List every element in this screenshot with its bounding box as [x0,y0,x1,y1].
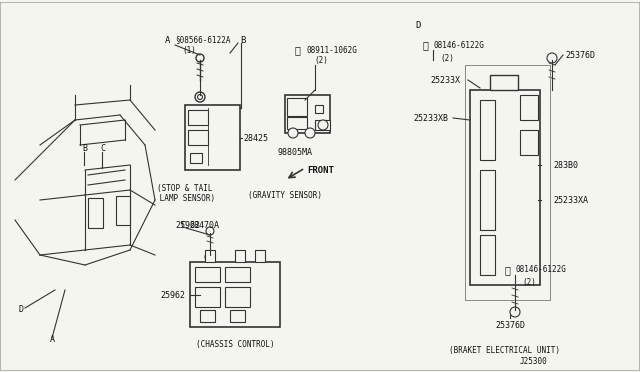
Bar [190,153,202,163]
Circle shape [195,92,205,102]
Bar [200,310,215,322]
Bar [225,287,250,307]
Text: (2): (2) [440,54,454,62]
Bar [480,170,495,230]
Text: A: A [165,35,170,45]
Bar [287,117,307,129]
Text: 08911-1062G: 08911-1062G [307,45,358,55]
Bar [88,198,103,228]
Bar [490,75,518,90]
Circle shape [288,128,298,138]
Bar [188,110,208,125]
Text: FRONT: FRONT [307,166,334,174]
Text: (2): (2) [522,278,536,286]
Text: Ⓑ: Ⓑ [505,265,511,275]
Bar [480,100,495,160]
Text: 08146-6122G: 08146-6122G [434,41,485,49]
Text: (2): (2) [314,55,328,64]
Bar [315,105,323,113]
Bar [190,262,280,327]
Text: 28425: 28425 [243,134,268,142]
Text: Ⓝ: Ⓝ [295,45,301,55]
Text: 25233X: 25233X [430,76,460,84]
Bar [116,196,130,225]
Bar [287,98,307,116]
Bar [195,287,220,307]
Text: C: C [180,221,186,230]
Text: D: D [415,20,420,29]
Text: 08146-6122G: 08146-6122G [516,266,567,275]
Bar [315,120,330,130]
Text: C: C [100,144,105,153]
Text: 25233XB: 25233XB [413,113,448,122]
Bar [285,95,330,133]
Circle shape [196,54,204,62]
Text: (GRAVITY SENSOR): (GRAVITY SENSOR) [248,190,322,199]
Bar [188,130,208,145]
Text: (STOP & TAIL: (STOP & TAIL [157,183,212,192]
Text: 283B0: 283B0 [553,160,578,170]
Circle shape [510,307,520,317]
Bar [465,65,550,300]
Text: 25376D: 25376D [565,51,595,60]
Circle shape [206,227,214,235]
Circle shape [205,252,215,262]
Bar [235,250,245,262]
Bar [230,310,245,322]
Bar [195,267,220,282]
Text: B: B [240,35,245,45]
Text: 25376D: 25376D [495,321,525,330]
Text: (BRAKET ELECTRICAL UNIT): (BRAKET ELECTRICAL UNIT) [449,346,561,355]
Text: D: D [18,305,23,314]
Text: 28470A: 28470A [189,221,219,230]
Text: B: B [82,144,87,153]
Text: Ⓑ: Ⓑ [423,40,429,50]
Text: (CHASSIS CONTROL): (CHASSIS CONTROL) [196,340,275,350]
Text: LAMP SENSOR): LAMP SENSOR) [155,193,215,202]
Bar [255,250,265,262]
Text: 98805MA: 98805MA [278,148,312,157]
Bar [185,105,240,170]
Bar [520,130,538,155]
Text: 25962: 25962 [160,291,185,299]
Text: J25300: J25300 [520,357,548,366]
Bar [225,267,250,282]
Text: (1): (1) [182,45,196,55]
Text: A: A [50,336,55,344]
Circle shape [305,128,315,138]
Bar [480,235,495,275]
Bar [470,90,540,285]
Text: §08566-6122A: §08566-6122A [175,35,230,45]
Circle shape [318,120,328,130]
Circle shape [547,53,557,63]
Text: 25233XA: 25233XA [553,196,588,205]
Bar [205,250,215,262]
Text: 25962: 25962 [175,221,200,230]
Bar [520,95,538,120]
